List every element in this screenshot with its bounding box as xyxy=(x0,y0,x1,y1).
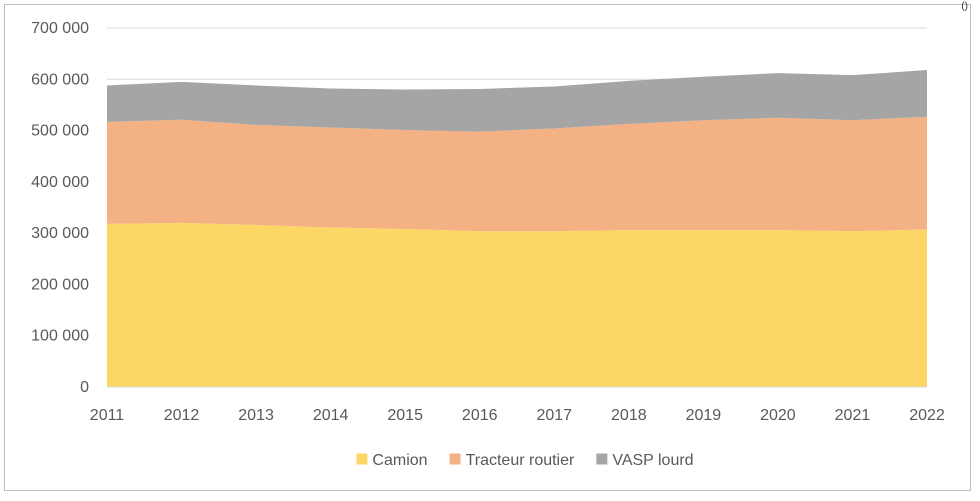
x-tick-label: 2014 xyxy=(313,407,349,424)
area-series-tracteur-routier xyxy=(107,116,927,232)
y-tick-label: 600 000 xyxy=(31,71,89,88)
x-tick-label: 2016 xyxy=(462,407,498,424)
x-tick-label: 2020 xyxy=(760,407,796,424)
legend-swatch xyxy=(596,453,608,465)
y-tick-label: 500 000 xyxy=(31,123,89,140)
legend-swatch xyxy=(449,453,461,465)
y-tick-label: 700 000 xyxy=(31,20,89,37)
x-tick-label: 2011 xyxy=(90,407,125,424)
y-tick-label: 200 000 xyxy=(31,276,89,293)
area-series-vasp-lourd xyxy=(107,70,927,132)
y-tick-label: 0 xyxy=(80,379,89,396)
y-tick-label: 400 000 xyxy=(31,174,89,191)
series-areas xyxy=(107,70,927,387)
x-tick-label: 2015 xyxy=(387,407,423,424)
x-tick-label: 2022 xyxy=(909,407,945,424)
y-tick-label: 300 000 xyxy=(31,225,89,242)
x-tick-label: 2017 xyxy=(536,407,572,424)
x-tick-label: 2018 xyxy=(611,407,647,424)
area-series-camion xyxy=(107,222,927,387)
legend-swatch xyxy=(356,453,368,465)
axes: 0 100 000 200 000 300 000 400 000 500 000 600 … xyxy=(31,20,945,424)
y-tick-label: 100 000 xyxy=(31,328,89,345)
corner-mark: () xyxy=(961,1,968,12)
x-tick-label: 2021 xyxy=(835,407,871,424)
legend: Camion Tracteur routier VASP lourd xyxy=(356,452,694,469)
legend-label: VASP lourd xyxy=(612,452,693,469)
x-tick-label: 2019 xyxy=(686,407,722,424)
x-tick-label: 2013 xyxy=(238,407,274,424)
x-tick-label: 2012 xyxy=(164,407,200,424)
legend-label: Tracteur routier xyxy=(466,452,575,469)
legend-label: Camion xyxy=(372,452,427,469)
chart-frame: () xyxy=(4,1,971,491)
